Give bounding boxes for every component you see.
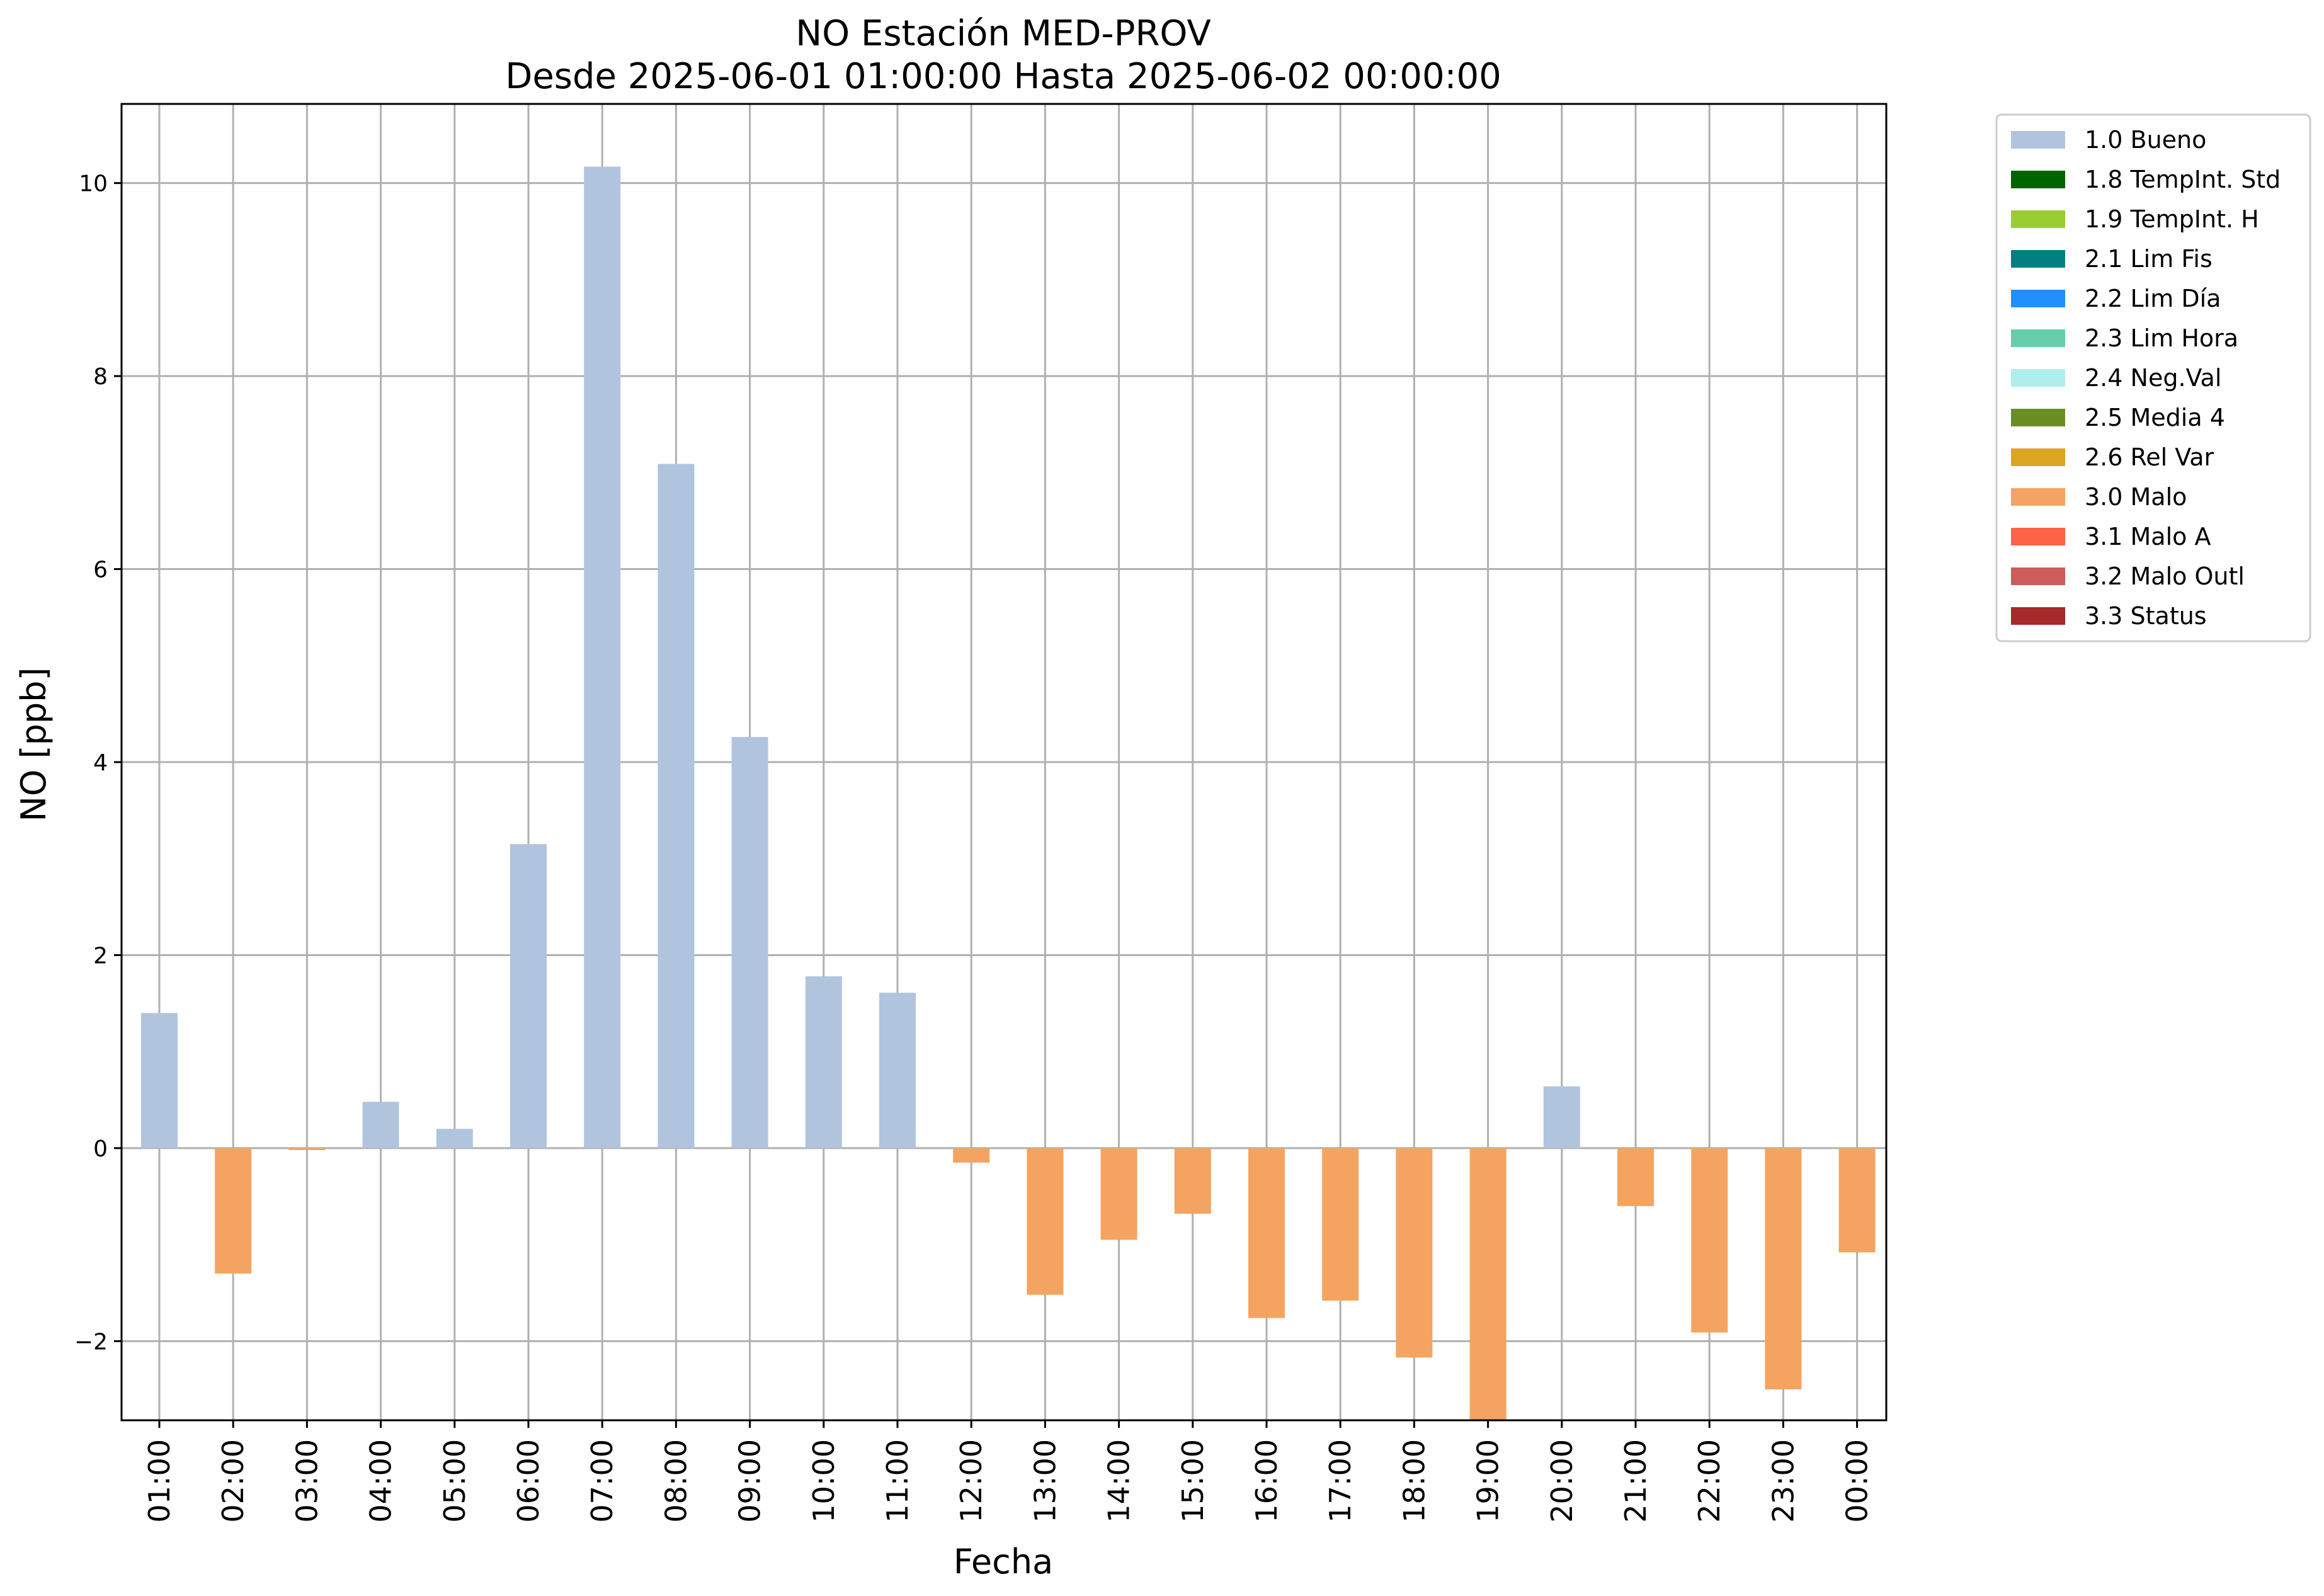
chart-subtitle: Desde 2025-06-01 01:00:00 Hasta 2025-06-… — [505, 56, 1501, 97]
x-tick-label: 22:00 — [1692, 1439, 1726, 1523]
x-tick-label: 08:00 — [659, 1439, 693, 1523]
x-tick-label: 10:00 — [807, 1439, 841, 1523]
bar-20-00 — [1543, 1086, 1580, 1148]
x-tick-label: 20:00 — [1545, 1439, 1579, 1523]
legend-swatch — [2011, 607, 2065, 625]
x-tick-label: 02:00 — [216, 1439, 250, 1523]
y-tick-label: 8 — [93, 364, 108, 390]
legend-label: 1.8 TempInt. Std — [2085, 166, 2281, 193]
x-tick-label: 13:00 — [1028, 1439, 1062, 1523]
x-tick-label: 00:00 — [1840, 1439, 1874, 1523]
x-tick-label: 07:00 — [585, 1439, 619, 1523]
legend-swatch — [2011, 250, 2065, 268]
x-axis-ticks: 01:00 02:00 03:00 04:00 05:00 06:00 07:00 08:00… — [142, 1420, 1874, 1523]
bar-01-00 — [141, 1013, 178, 1148]
x-tick-label: 11:00 — [880, 1439, 914, 1523]
bar-18-00 — [1396, 1148, 1433, 1358]
y-tick-label: 0 — [93, 1136, 108, 1162]
legend-label: 2.5 Media 4 — [2085, 404, 2225, 431]
bar-07-00 — [584, 166, 621, 1148]
legend-label: 2.2 Lim Día — [2085, 285, 2221, 312]
bar-09-00 — [731, 737, 768, 1148]
x-axis-label: Fecha — [954, 1542, 1053, 1582]
legend-swatch — [2011, 290, 2065, 307]
bar-13-00 — [1027, 1148, 1064, 1295]
y-axis-ticks: −2 0 2 4 6 8 10 — [74, 171, 122, 1355]
y-tick-label: −2 — [74, 1329, 108, 1355]
plot-area-frame — [120, 103, 1888, 1422]
bar-00-00 — [1838, 1148, 1876, 1253]
x-tick-label: 18:00 — [1397, 1439, 1431, 1523]
legend-swatch — [2011, 131, 2065, 149]
bar-10-00 — [805, 976, 842, 1148]
legend-swatch — [2011, 409, 2065, 426]
bar-16-00 — [1248, 1148, 1285, 1318]
x-tick-label: 09:00 — [733, 1439, 767, 1523]
x-tick-label: 19:00 — [1471, 1439, 1505, 1523]
bar-02-00 — [215, 1148, 252, 1274]
legend-swatch — [2011, 171, 2065, 188]
legend-items: 1.0 Bueno 1.8 TempInt. Std 1.9 TempInt. H 2… — [2011, 126, 2281, 630]
x-tick-label: 17:00 — [1323, 1439, 1357, 1523]
bar-15-00 — [1174, 1148, 1211, 1214]
legend-label: 1.9 TempInt. H — [2085, 205, 2259, 233]
bar-14-00 — [1100, 1148, 1137, 1240]
bar-08-00 — [658, 464, 695, 1148]
x-tick-label: 05:00 — [438, 1439, 472, 1523]
y-tick-label: 10 — [79, 171, 108, 197]
legend-swatch — [2011, 488, 2065, 506]
x-tick-label: 12:00 — [954, 1439, 988, 1523]
legend-swatch — [2011, 210, 2065, 228]
legend-label: 3.3 Status — [2085, 602, 2207, 630]
bar-12-00 — [953, 1148, 990, 1163]
legend-swatch — [2011, 369, 2065, 387]
x-tick-label: 16:00 — [1250, 1439, 1284, 1523]
x-tick-label: 21:00 — [1619, 1439, 1653, 1523]
bar-23-00 — [1765, 1148, 1802, 1389]
x-tick-label: 04:00 — [364, 1439, 398, 1523]
legend-label: 2.1 Lim Fis — [2085, 245, 2213, 273]
legend: 1.0 Bueno 1.8 TempInt. Std 1.9 TempInt. H 2… — [1995, 113, 2311, 642]
bar-17-00 — [1322, 1148, 1359, 1301]
bar-21-00 — [1617, 1148, 1654, 1206]
x-tick-label: 06:00 — [511, 1439, 545, 1523]
x-tick-label: 01:00 — [142, 1439, 176, 1523]
legend-label: 3.0 Malo — [2085, 483, 2187, 511]
y-tick-label: 6 — [93, 557, 108, 583]
bar-05-00 — [436, 1129, 473, 1148]
legend-label: 1.0 Bueno — [2085, 126, 2206, 154]
legend-swatch — [2011, 567, 2065, 585]
x-tick-label: 03:00 — [290, 1439, 324, 1523]
legend-box — [1995, 113, 2311, 642]
legend-swatch — [2011, 448, 2065, 466]
legend-swatch — [2011, 528, 2065, 545]
y-axis-label: NO [ppb] — [14, 667, 54, 821]
bar-11-00 — [879, 993, 916, 1148]
legend-label: 2.6 Rel Var — [2085, 443, 2214, 471]
legend-label: 2.4 Neg.Val — [2085, 364, 2221, 392]
bars — [141, 166, 1876, 1420]
x-tick-label: 14:00 — [1102, 1439, 1136, 1523]
chart-title: NO Estación MED-PROV — [795, 13, 1211, 54]
legend-label: 3.2 Malo Outl — [2085, 562, 2245, 590]
y-tick-label: 2 — [93, 943, 108, 969]
legend-swatch — [2011, 329, 2065, 347]
bar-19-00 — [1469, 1148, 1507, 1420]
x-tick-label: 15:00 — [1176, 1439, 1210, 1523]
x-tick-label: 23:00 — [1766, 1439, 1800, 1523]
bar-22-00 — [1691, 1148, 1728, 1333]
legend-label: 2.3 Lim Hora — [2085, 324, 2238, 352]
legend-label: 3.1 Malo A — [2085, 523, 2211, 550]
bar-06-00 — [510, 844, 547, 1148]
bar-04-00 — [362, 1102, 399, 1148]
bar-03-00 — [288, 1148, 326, 1150]
y-tick-label: 4 — [93, 750, 108, 776]
